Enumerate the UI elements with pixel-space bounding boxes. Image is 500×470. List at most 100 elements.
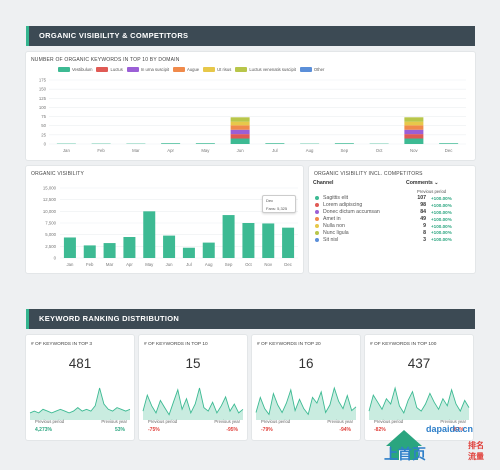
y-tick-label: 5,000 <box>45 232 56 237</box>
kpi-value: 481 <box>68 356 92 371</box>
competitor-name: Sit nisl <box>323 236 339 243</box>
legend-item[interactable]: In urna suscipit <box>126 67 169 72</box>
bar <box>202 242 215 258</box>
competitor-change: +100.00% <box>431 237 452 243</box>
x-tick-label: Dec <box>445 148 453 153</box>
bar <box>63 237 76 258</box>
competitor-name: Nulla non <box>323 223 345 229</box>
x-tick-label: Oct <box>245 262 252 267</box>
competitor-value: 49 <box>420 216 426 223</box>
competitor-name: Amet in <box>323 216 341 223</box>
x-tick-label: Jul <box>186 262 192 267</box>
competitors-table: Channel Comments ⌄ Previous period Sagit… <box>313 180 473 243</box>
col-comments-label: Comments <box>406 180 433 186</box>
competitor-value: 98 <box>420 202 426 209</box>
previous-period-label: Previous period <box>374 419 404 424</box>
chart-tooltip: Dec Fans: 5,325 <box>262 195 296 213</box>
series-dot <box>315 210 319 215</box>
y-tick-label: 10,000 <box>43 209 57 214</box>
y-tick-label: 7,500 <box>45 221 56 226</box>
kpi-card[interactable]: # OF KEYWORDS IN TOP 100 437 Previous peri… <box>365 335 473 440</box>
x-tick-label: Apr <box>126 262 133 267</box>
y-tick-label: 2,500 <box>45 244 56 249</box>
section-header-keyword: KEYWORD RANKING DISTRIBUTION <box>26 309 475 329</box>
bar-segment <box>334 143 354 144</box>
keywords-by-domain-chart: 0 25 50 75 100 125 150 175 Jan Feb Mar Apr May Jun Jul… <box>39 78 466 153</box>
watermark-logo: dapaida.cn 上首页 排名 流量 <box>382 420 492 466</box>
tooltip-value: Fans: 5,325 <box>266 206 288 211</box>
competitor-row[interactable]: Amet in 49 +100.00% <box>313 216 473 223</box>
previous-period-label: Previous period <box>417 189 447 194</box>
legend-swatch <box>58 67 70 72</box>
x-tick-label: Nov <box>410 148 418 153</box>
competitor-value: 9 <box>423 223 426 229</box>
competitor-value: 84 <box>420 209 426 216</box>
section-header-organic: ORGANIC VISIBILITY & COMPETITORS <box>26 26 475 46</box>
kpi-sparkline <box>255 386 357 420</box>
bar-segment <box>404 117 424 122</box>
kpi-card[interactable]: # OF KEYWORDS IN TOP 20 16 Previous period… <box>252 335 360 440</box>
legend-swatch <box>96 67 109 72</box>
kpi-card[interactable]: # OF KEYWORDS IN TOP 10 15 Previous period… <box>139 335 247 440</box>
bar-segment <box>195 143 215 144</box>
kpi-card[interactable]: # OF KEYWORDS IN TOP 3 481 Previous period… <box>26 335 134 440</box>
y-tick-label: 50 <box>41 123 46 128</box>
x-tick-label: Jun <box>237 148 245 153</box>
kpi-value: 437 <box>407 356 431 371</box>
sparkline-line <box>255 386 357 416</box>
x-tick-label: Sep <box>341 148 349 153</box>
competitor-name: Nunc ligula <box>323 229 349 236</box>
sparkline-area <box>30 388 130 420</box>
competitor-row[interactable]: Sit nisl 3 +100.00% <box>313 236 473 243</box>
previous-period-label: Previous period <box>148 419 178 424</box>
legend-item[interactable]: Vestibulum <box>58 67 92 72</box>
x-tick-label: Sep <box>225 262 233 267</box>
keywords-by-domain-title: NUMBER OF ORGANIC KEYWORDS IN TOP 10 BY … <box>31 57 180 63</box>
legend-item[interactable]: Augue <box>173 67 199 72</box>
bar <box>103 243 116 258</box>
competitor-row[interactable]: Lorem adipiscing 98 +100.00% <box>313 202 473 209</box>
previous-year-value: 53% <box>114 427 125 433</box>
x-tick-label: Mar <box>106 262 114 267</box>
tooltip-month: Dec <box>266 198 274 203</box>
series-dot <box>315 230 319 235</box>
x-tick-label: Aug <box>205 262 213 267</box>
legend-label: Other <box>313 67 325 72</box>
legend-label: Luctus <box>110 67 123 72</box>
competitor-row[interactable]: Nulla non 9 +100.00% <box>313 223 473 230</box>
previous-year-label: Previous year <box>327 419 353 424</box>
series-dot <box>315 196 319 201</box>
bar-segment <box>230 138 250 144</box>
legend-item[interactable]: Ut risus <box>203 67 231 72</box>
bar-segment <box>230 121 250 126</box>
bar <box>262 223 275 258</box>
competitor-row[interactable]: Sagittis elit 107 +100.00% <box>313 195 473 202</box>
competitor-change: +100.00% <box>431 195 452 201</box>
bar-segment <box>161 143 181 144</box>
competitor-value: 8 <box>423 229 426 236</box>
series-dot <box>315 224 319 228</box>
competitors-header: Channel Comments ⌄ <box>313 180 473 186</box>
previous-year-value: -94% <box>339 427 351 433</box>
col-comments[interactable]: Comments ⌄ <box>406 180 439 186</box>
legend-item[interactable]: Luctus <box>96 67 123 72</box>
bar <box>143 211 156 258</box>
competitor-row[interactable]: Nunc ligula 8 +100.00% <box>313 229 473 236</box>
legend-swatch <box>126 67 139 72</box>
previous-period-label: Previous period <box>35 419 65 424</box>
x-tick-label: Mar <box>132 148 140 153</box>
x-tick-label: Feb <box>86 262 94 267</box>
legend-item[interactable]: Other <box>299 67 325 72</box>
previous-period-value: -82% <box>374 427 386 433</box>
legend-item[interactable]: Luctus venenatis suscipit <box>235 67 296 72</box>
bar <box>163 235 176 258</box>
x-tick-label: Feb <box>97 148 105 153</box>
y-tick-label: 0 <box>54 256 57 261</box>
previous-period-label: Previous period <box>261 419 291 424</box>
kpi-value: 15 <box>185 356 201 371</box>
x-tick-label: Dec <box>284 262 292 267</box>
legend-swatch <box>235 67 248 72</box>
previous-period-value: -79% <box>261 427 273 433</box>
previous-year-label: Previous year <box>101 419 127 424</box>
competitor-row[interactable]: Donec dictum accumsan 84 +100.00% <box>313 209 473 216</box>
